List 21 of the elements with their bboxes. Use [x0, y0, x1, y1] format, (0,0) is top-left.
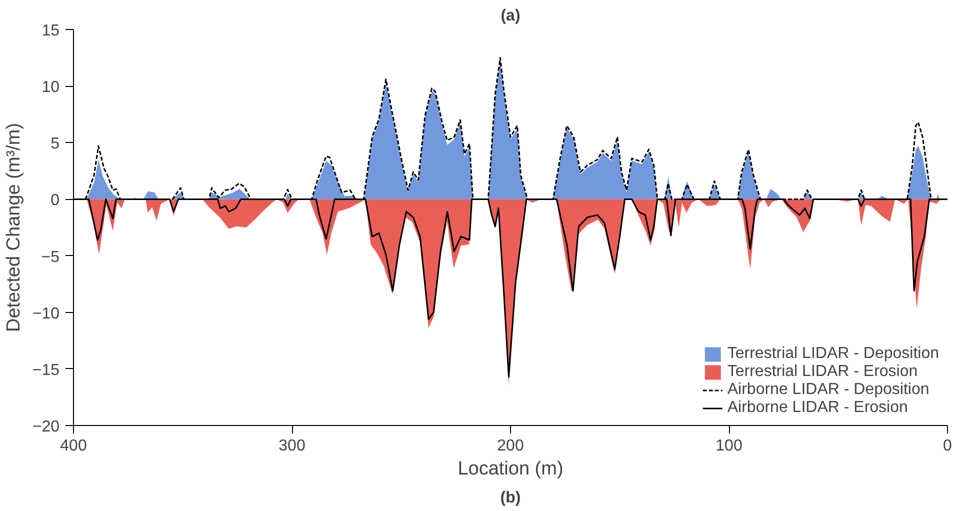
y-tick-label: 5	[50, 136, 60, 153]
y-tick-label: 10	[42, 79, 60, 96]
x-axis-title: Location (m)	[458, 458, 564, 480]
text: (b)	[500, 490, 521, 506]
chart-title: (a)	[500, 8, 520, 24]
x-tick-label: 400	[60, 438, 87, 454]
y-axis-title: Detected Change (m³/m)	[3, 122, 24, 332]
x-tick-label: 200	[497, 438, 524, 454]
y-tick-label: 0	[50, 192, 60, 210]
legend-label: Airborne LIDAR - Erosion	[727, 399, 908, 417]
y-tick-label: −20	[32, 418, 60, 436]
y-tick-label: 15	[42, 22, 60, 40]
legend-label: Airborne LIDAR - Deposition	[727, 381, 930, 399]
y-tick-label: −15	[32, 362, 60, 379]
y-tick-label: −5	[41, 248, 60, 266]
x-tick-label: 300	[278, 438, 306, 454]
legend-label: Terrestrial LIDAR - Erosion	[727, 363, 918, 381]
legend-label: Terrestrial LIDAR - Deposition	[727, 345, 939, 363]
x-tick-label: 0	[943, 438, 952, 454]
y-tick-label: −10	[32, 305, 60, 322]
x-tick-label: 100	[716, 438, 742, 454]
